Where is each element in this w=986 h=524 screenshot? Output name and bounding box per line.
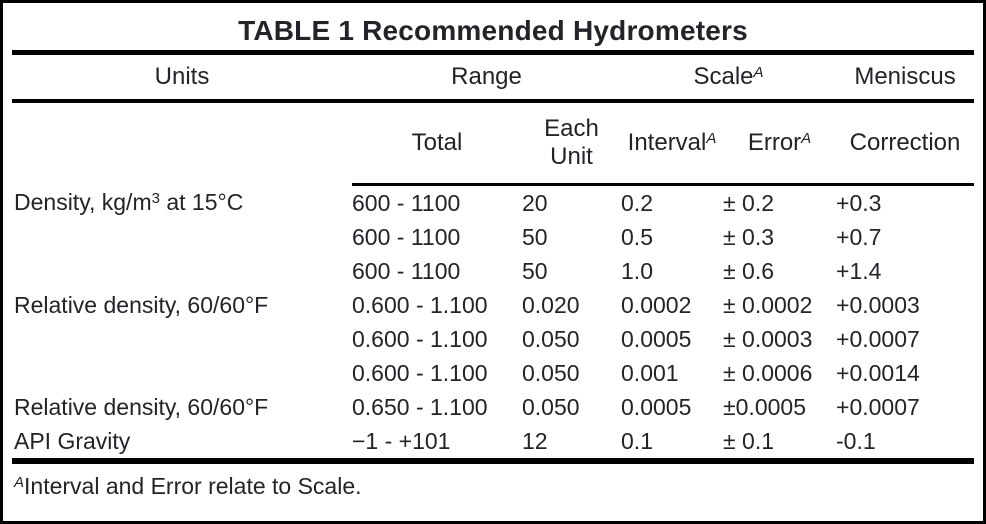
table-row: 0.600 - 1.100 0.050 0.001 ± 0.0006 +0.00…	[12, 356, 974, 390]
interval-value: 0.0005	[621, 325, 692, 352]
row-label-rest: at 15°C	[159, 188, 244, 215]
row-label: Relative density, 60/60°F	[14, 291, 269, 318]
total-value: 600 - 1100	[352, 189, 461, 216]
each-unit-value: 12	[522, 427, 548, 454]
total-value: 0.650 - 1.100	[352, 393, 488, 420]
col-header-each-unit-text: Each Unit	[544, 115, 599, 170]
superscript-3: 3	[151, 189, 160, 207]
error-value: ± 0.2	[723, 189, 775, 216]
each-unit-value: 0.020	[522, 291, 580, 318]
col-header-units: Units	[154, 63, 210, 90]
total-value: 600 - 1100	[352, 257, 461, 284]
col-header-interval: IntervalA	[621, 101, 724, 186]
correction-value: +0.0003	[836, 291, 920, 318]
col-header-meniscus: Meniscus	[854, 63, 956, 90]
col-header-error-text: Error	[747, 129, 802, 156]
each-unit-value: 0.050	[522, 359, 580, 386]
col-header-error: ErrorA	[723, 101, 837, 186]
correction-value: +0.3	[836, 189, 882, 216]
col-header-each-unit: Each Unit	[522, 101, 622, 186]
table-row: API Gravity −1 - +101 12 0.1 ± 0.1 -0.1	[12, 424, 974, 461]
footnote-text: Interval and Error relate to Scale.	[24, 473, 362, 499]
error-value: ± 0.0003	[723, 325, 813, 352]
table-row: 600 - 1100 50 0.5 ± 0.3 +0.7	[12, 220, 974, 254]
row-label: API Gravity	[14, 427, 131, 454]
total-value: 600 - 1100	[352, 223, 461, 250]
col-header-interval-text: Interval	[627, 129, 707, 156]
error-value: ± 0.0002	[723, 291, 813, 318]
total-value: 0.600 - 1.100	[352, 291, 488, 318]
interval-value: 0.0005	[621, 393, 692, 420]
table-row: Relative density, 60/60°F 0.600 - 1.100 …	[12, 288, 974, 322]
correction-value: -0.1	[836, 427, 876, 454]
each-unit-value: 50	[522, 223, 548, 250]
each-unit-value: 0.050	[522, 393, 580, 420]
table-footnote: AInterval and Error relate to Scale.	[14, 473, 974, 500]
error-value: ± 0.1	[723, 427, 775, 454]
col-header-correction: Correction	[836, 101, 975, 186]
col-header-scale: ScaleA	[621, 53, 836, 102]
each-unit-value: 20	[522, 189, 548, 216]
recommended-hydrometers-table: Units Range ScaleA Meniscus Total Each U…	[12, 50, 975, 464]
interval-footnote-marker: A	[706, 130, 717, 147]
correction-value: +1.4	[836, 257, 882, 284]
scale-footnote-marker: A	[753, 64, 764, 81]
sub-header-spacer	[12, 101, 352, 185]
interval-value: 0.1	[621, 427, 653, 454]
each-unit-value: 0.050	[522, 325, 580, 352]
row-label	[12, 220, 352, 254]
table-row: 0.600 - 1.100 0.050 0.0005 ± 0.0003 +0.0…	[12, 322, 974, 356]
error-value: ± 0.0006	[723, 359, 813, 386]
total-value: 0.600 - 1.100	[352, 325, 488, 352]
interval-value: 0.5	[621, 223, 653, 250]
correction-value: +0.0007	[836, 325, 920, 352]
interval-value: 0.2	[621, 189, 653, 216]
table-title: TABLE 1 Recommended Hydrometers	[238, 15, 748, 46]
table-row: 600 - 1100 50 1.0 ± 0.6 +1.4	[12, 254, 974, 288]
row-label-text: Density, kg/m	[14, 188, 152, 215]
error-footnote-marker: A	[801, 130, 812, 147]
interval-value: 0.0002	[621, 291, 692, 318]
col-header-scale-text: Scale	[693, 63, 754, 90]
interval-value: 0.001	[621, 359, 679, 386]
total-value: −1 - +101	[352, 427, 451, 454]
footnote-marker: A	[14, 474, 25, 491]
col-header-range: Range	[451, 63, 522, 90]
total-value: 0.600 - 1.100	[352, 359, 488, 386]
error-value: ± 0.6	[723, 257, 775, 284]
correction-value: +0.7	[836, 223, 882, 250]
error-value: ± 0.3	[723, 223, 775, 250]
interval-value: 1.0	[621, 257, 653, 284]
correction-value: +0.0007	[836, 393, 920, 420]
row-label	[12, 322, 352, 356]
group-header-row: Units Range ScaleA Meniscus	[12, 52, 975, 102]
table-row: Density, kg/m3 at 15°C 600 - 1100 20 0.2…	[12, 185, 974, 221]
row-label	[12, 254, 352, 288]
row-label	[12, 356, 352, 390]
table-row: Relative density, 60/60°F 0.650 - 1.100 …	[12, 390, 974, 424]
sub-header-row: Total Each Unit IntervalA ErrorA Correct…	[12, 101, 975, 186]
error-value: ±0.0005	[723, 393, 806, 420]
each-unit-value: 50	[522, 257, 548, 284]
row-label: Relative density, 60/60°F	[14, 393, 269, 420]
row-label: Density, kg/m3 at 15°C	[12, 185, 352, 221]
col-header-total: Total	[352, 101, 522, 186]
correction-value: +0.0014	[836, 359, 920, 386]
